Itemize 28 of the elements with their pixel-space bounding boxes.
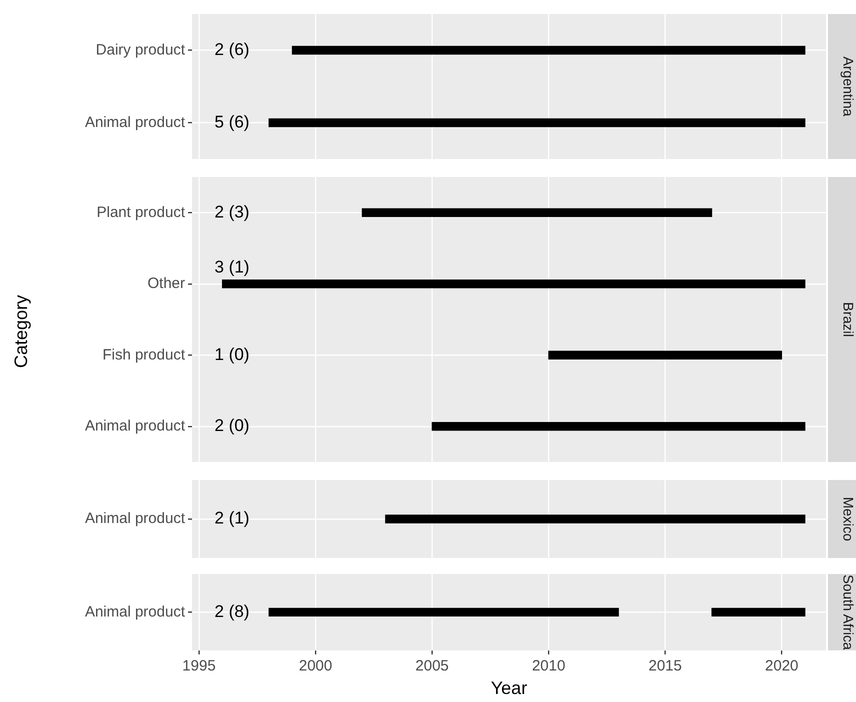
y-tick-label: Animal product bbox=[84, 114, 186, 131]
y-tick-label: Animal product bbox=[84, 510, 186, 528]
annotation: 5 (6) bbox=[214, 112, 250, 132]
x-tick-label: 1995 bbox=[182, 658, 216, 675]
y-tick-label: Animal product bbox=[84, 603, 186, 620]
y2-axis-title: South Africa bbox=[840, 574, 856, 650]
annotation: 2 (1) bbox=[214, 508, 250, 528]
annotation: 2 (8) bbox=[214, 602, 250, 621]
y-tick-label: Dairy product bbox=[96, 41, 186, 58]
annotation: 3 (1) bbox=[214, 258, 250, 277]
x-tick-label: 2005 bbox=[415, 658, 449, 675]
y2-axis-title: Mexico bbox=[840, 496, 856, 542]
x-tick-label: 2020 bbox=[765, 658, 798, 675]
y-tick-label: Other bbox=[147, 275, 186, 292]
x-tick-label: 2010 bbox=[532, 658, 566, 675]
y-axis-title: Category bbox=[10, 294, 31, 368]
y2-axis-title: Brazil bbox=[840, 302, 856, 338]
x-tick-label: 2000 bbox=[298, 658, 332, 675]
annotation: 2 (0) bbox=[214, 416, 250, 436]
annotation: 2 (3) bbox=[214, 202, 250, 222]
x-axis-title: Year bbox=[490, 678, 528, 698]
y2-axis-title: Argentina bbox=[840, 56, 856, 117]
y-tick-label: Animal product bbox=[84, 418, 186, 435]
y-tick-label: Fish product bbox=[102, 346, 186, 364]
annotation: 2 (6) bbox=[214, 40, 250, 59]
y-tick-label: Plant product bbox=[96, 204, 186, 221]
annotation: 1 (0) bbox=[214, 344, 250, 364]
x-tick-label: 2015 bbox=[648, 658, 682, 675]
